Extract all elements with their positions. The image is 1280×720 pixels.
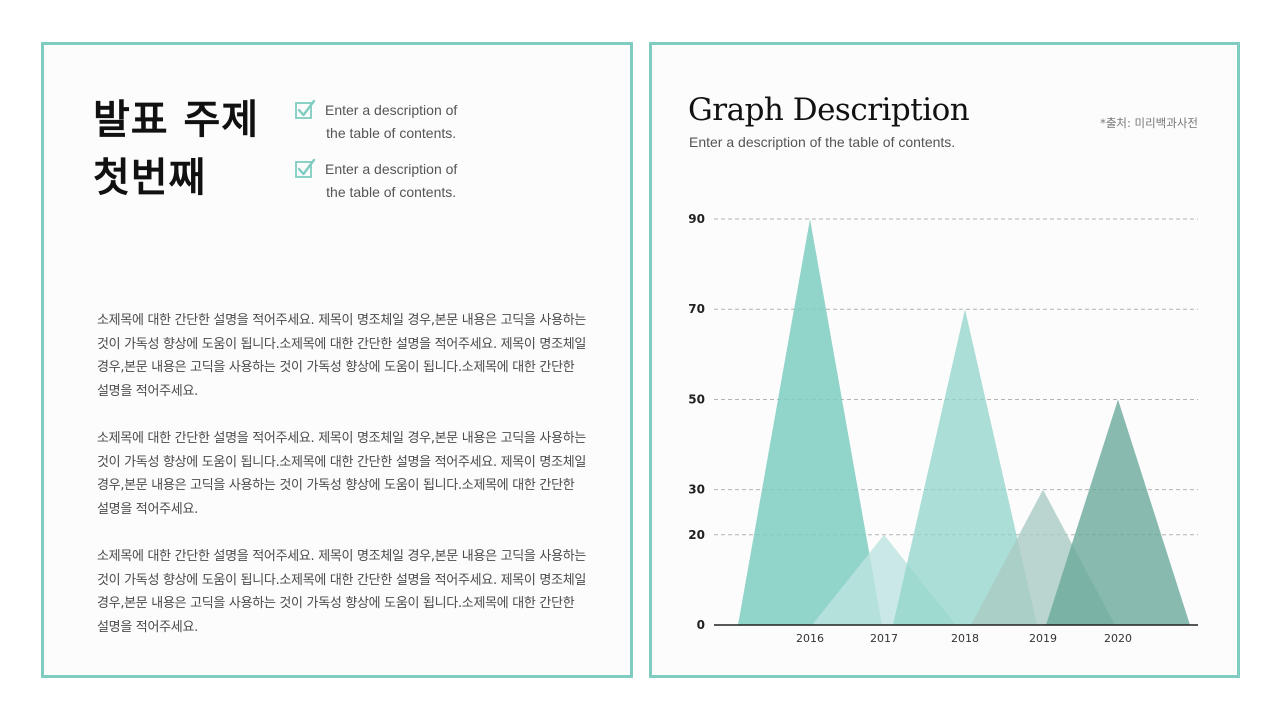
y-tick-label: 30: [688, 483, 705, 497]
body-text: 소제목에 대한 간단한 설명을 적어주세요. 제목이 명조체일 경우,본문 내용…: [97, 309, 587, 663]
x-tick-label: 2016: [796, 632, 824, 645]
slide-title-line: 발표 주제: [93, 96, 260, 143]
graph-subtitle: Enter a description of the table of cont…: [689, 134, 956, 150]
x-tick-label: 2017: [870, 632, 898, 645]
y-tick-label: 0: [697, 618, 705, 632]
source-note: *출처: 미리백과사전: [1100, 116, 1198, 130]
checklist-text: Enter a description of the table of cont…: [325, 161, 458, 200]
triangle-bar: [893, 309, 1037, 625]
right-panel: Graph Description Enter a description of…: [649, 42, 1240, 678]
checklist-item: Enter a description of the table of cont…: [294, 158, 524, 204]
x-tick-label: 2020: [1104, 632, 1132, 645]
checkbox-checked-icon: [295, 158, 316, 178]
y-tick-label: 90: [688, 212, 705, 226]
checkbox-checked-icon: [295, 99, 316, 119]
y-tick-label: 70: [688, 302, 705, 316]
checklist-item: Enter a description of the table of cont…: [294, 99, 524, 145]
x-tick-label: 2018: [951, 632, 979, 645]
x-tick-label: 2019: [1029, 632, 1057, 645]
body-paragraph: 소제목에 대한 간단한 설명을 적어주세요. 제목이 명조체일 경우,본문 내용…: [97, 549, 587, 635]
graph-title: Graph Description: [688, 92, 970, 128]
y-tick-label: 50: [688, 392, 705, 406]
triangle-area-chart: 0 20 30 50 70 90 2016 2017 2018 2019 2020: [688, 212, 1198, 645]
y-tick-label: 20: [688, 528, 705, 542]
triangle-bar: [1046, 399, 1190, 625]
triangle-bar: [738, 219, 882, 625]
left-panel: 발표 주제 첫번째 Enter a description of the tab…: [41, 42, 633, 678]
body-paragraph: 소제목에 대한 간단한 설명을 적어주세요. 제목이 명조체일 경우,본문 내용…: [97, 313, 587, 399]
body-paragraph: 소제목에 대한 간단한 설명을 적어주세요. 제목이 명조체일 경우,본문 내용…: [97, 431, 587, 517]
checklist-text: Enter a description of the table of cont…: [325, 102, 458, 141]
slide-title: 발표 주제 첫번째: [93, 91, 259, 207]
slide-title-line: 첫번째: [93, 154, 207, 201]
